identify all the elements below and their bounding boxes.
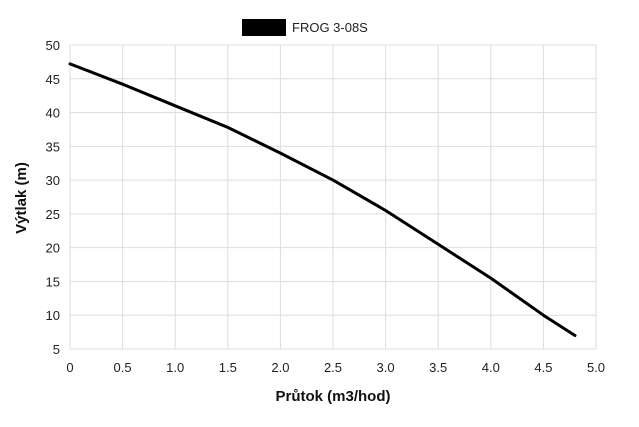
x-tick-label: 3.0: [377, 360, 395, 375]
x-tick-label: 4.5: [534, 360, 552, 375]
y-tick-label: 30: [46, 173, 60, 188]
y-tick-label: 50: [46, 38, 60, 53]
x-tick-label: 1.0: [166, 360, 184, 375]
y-tick-label: 35: [46, 139, 60, 154]
x-tick-label: 2.5: [324, 360, 342, 375]
y-tick-label: 20: [46, 241, 60, 256]
x-tick-label: 2.0: [271, 360, 289, 375]
legend-swatch: [242, 19, 286, 36]
y-axis-title: Výtlak (m): [13, 162, 30, 234]
y-tick-label: 25: [46, 207, 60, 222]
y-tick-label: 10: [46, 308, 60, 323]
x-tick-label: 3.5: [429, 360, 447, 375]
y-tick-label: 5: [53, 342, 60, 357]
y-tick-label: 40: [46, 106, 60, 121]
legend-label: FROG 3-08S: [292, 20, 368, 35]
x-tick-label: 1.5: [219, 360, 237, 375]
x-tick-label: 0: [66, 360, 73, 375]
legend: FROG 3-08S: [242, 19, 368, 36]
grid: [69, 44, 597, 350]
x-tick-label: 5.0: [587, 360, 605, 375]
x-tick-label: 0.5: [114, 360, 132, 375]
x-axis-title: Průtok (m3/hod): [276, 388, 391, 405]
tick-labels: 0 0.5 1.0 1.5 2.0 2.5 3.0 3.5 4.0 4.5 5.0 5 10 15 20 25…: [46, 38, 606, 375]
y-tick-label: 45: [46, 72, 60, 87]
y-tick-label: 15: [46, 274, 60, 289]
x-tick-label: 4.0: [482, 360, 500, 375]
series-line-frog-3-08s: [68, 62, 577, 337]
